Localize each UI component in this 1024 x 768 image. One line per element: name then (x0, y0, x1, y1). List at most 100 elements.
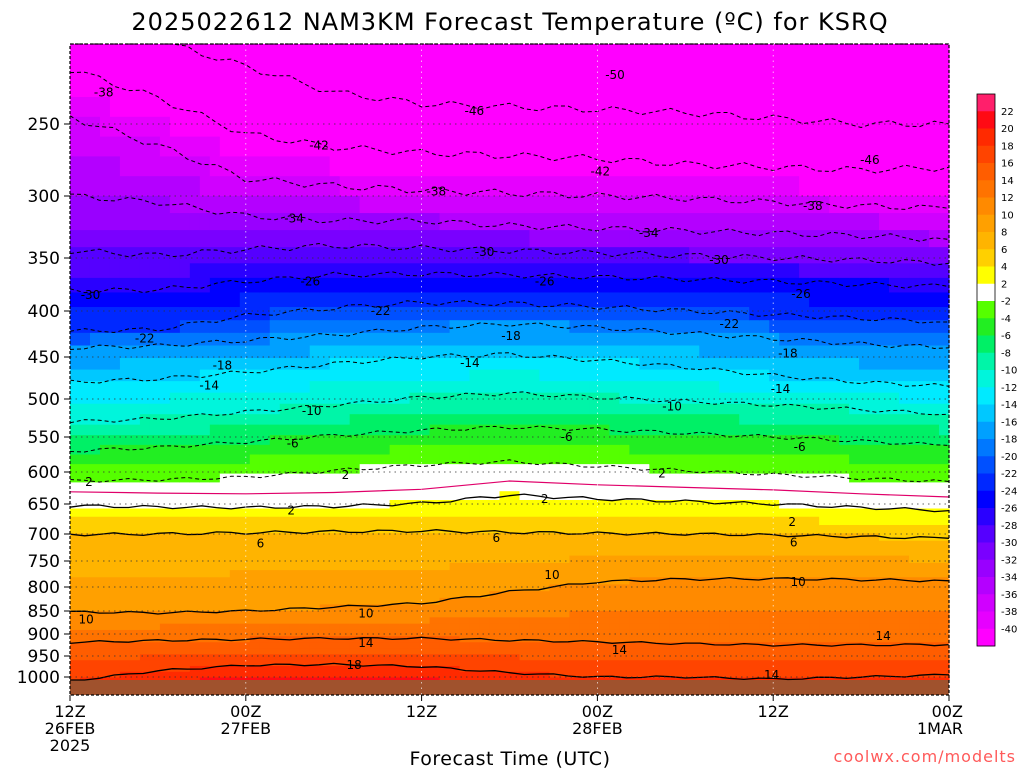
heatmap-cell (499, 562, 511, 571)
heatmap-cell (119, 392, 131, 405)
heatmap-cell (359, 660, 371, 667)
heatmap-cell (129, 648, 141, 655)
heatmap-cell (539, 213, 551, 231)
heatmap-cell (89, 591, 101, 599)
heatmap-cell (169, 562, 181, 571)
heatmap-cell (269, 597, 281, 605)
heatmap-cell (599, 570, 610, 578)
heatmap-cell (479, 629, 491, 637)
heatmap-cell (129, 435, 141, 446)
heatmap-cell (789, 176, 800, 197)
heatmap-cell (239, 369, 251, 382)
heatmap-cell (679, 473, 690, 483)
heatmap-cell (70, 555, 81, 564)
heatmap-cell (549, 677, 561, 681)
heatmap-cell (759, 369, 770, 382)
heatmap-cell (649, 444, 660, 456)
heatmap-cell (419, 642, 431, 649)
heatmap-cell (449, 116, 461, 138)
heatmap-cell (70, 292, 81, 308)
heatmap-cell (679, 230, 690, 248)
heatmap-cell (529, 540, 541, 549)
heatmap-cell (659, 77, 670, 98)
heatmap-cell (839, 156, 850, 177)
heatmap-cell (869, 508, 880, 518)
heatmap-cell (649, 671, 660, 679)
heatmap-cell (339, 358, 351, 371)
heatmap-cell (779, 77, 790, 98)
heatmap-cell (309, 358, 321, 371)
heatmap-cell (229, 213, 241, 231)
heatmap-cell (749, 196, 760, 214)
heatmap-cell (359, 44, 371, 58)
heatmap-cell (729, 473, 740, 483)
heatmap-cell (689, 57, 700, 78)
heatmap-cell (109, 629, 121, 637)
heatmap-cell (489, 414, 501, 426)
heatmap-cell (169, 577, 181, 585)
heatmap-cell (579, 642, 591, 649)
heatmap-cell (249, 292, 261, 308)
heatmap-cell (869, 435, 880, 446)
heatmap-cell (499, 623, 511, 631)
heatmap-cell (689, 381, 700, 394)
heatmap-cell (559, 444, 571, 456)
heatmap-cell (639, 44, 650, 58)
heatmap-cell (129, 642, 141, 649)
heatmap-cell (129, 403, 141, 415)
heatmap-cell (799, 414, 810, 426)
heatmap-cell (659, 444, 670, 456)
heatmap-cell (859, 629, 870, 637)
heatmap-cell (899, 292, 910, 308)
heatmap-cell (769, 671, 780, 679)
heatmap-cell (89, 660, 101, 667)
heatmap-cell (539, 533, 551, 542)
heatmap-cell (369, 648, 381, 655)
heatmap-cell (709, 196, 720, 214)
heatmap-cell (329, 345, 341, 359)
heatmap-cell (729, 617, 740, 625)
heatmap-cell (289, 540, 301, 549)
heatmap-cell (849, 636, 860, 643)
heatmap-cell (879, 44, 890, 58)
heatmap-cell (599, 629, 610, 637)
heatmap-cell (579, 414, 591, 426)
heatmap-cell (869, 500, 880, 510)
heatmap-cell (429, 454, 441, 465)
heatmap-cell (609, 540, 620, 549)
heatmap-cell (739, 629, 750, 637)
heatmap-cell (169, 116, 181, 138)
heatmap-cell (329, 597, 341, 605)
heatmap-cell (349, 570, 361, 578)
heatmap-cell (819, 584, 830, 592)
heatmap-cell (849, 508, 860, 518)
heatmap-cell (579, 369, 591, 382)
heatmap-cell (689, 570, 700, 578)
heatmap-cell (229, 491, 241, 501)
heatmap-cell (99, 392, 111, 405)
heatmap-cell (429, 44, 441, 58)
heatmap-cell (679, 292, 690, 308)
heatmap-cell (209, 623, 221, 631)
heatmap-cell (189, 533, 201, 542)
heatmap-cell (679, 57, 690, 78)
heatmap-cell (429, 540, 441, 549)
heatmap-cell (259, 665, 271, 673)
heatmap-cell (379, 136, 391, 157)
heatmap-cell (749, 263, 760, 279)
heatmap-cell (769, 540, 780, 549)
heatmap-cell (129, 156, 141, 177)
heatmap-cell (749, 414, 760, 426)
heatmap-cell (739, 230, 750, 248)
heatmap-cell (519, 500, 531, 510)
heatmap-cell (529, 584, 541, 592)
heatmap-cell (279, 648, 291, 655)
heatmap-cell (619, 525, 630, 534)
heatmap-cell (70, 213, 81, 231)
heatmap-cell (119, 525, 131, 534)
heatmap-cell (79, 617, 91, 625)
heatmap-cell (679, 604, 690, 612)
heatmap-cell (729, 491, 740, 501)
heatmap-cell (839, 454, 850, 465)
heatmap-cell (709, 57, 720, 78)
